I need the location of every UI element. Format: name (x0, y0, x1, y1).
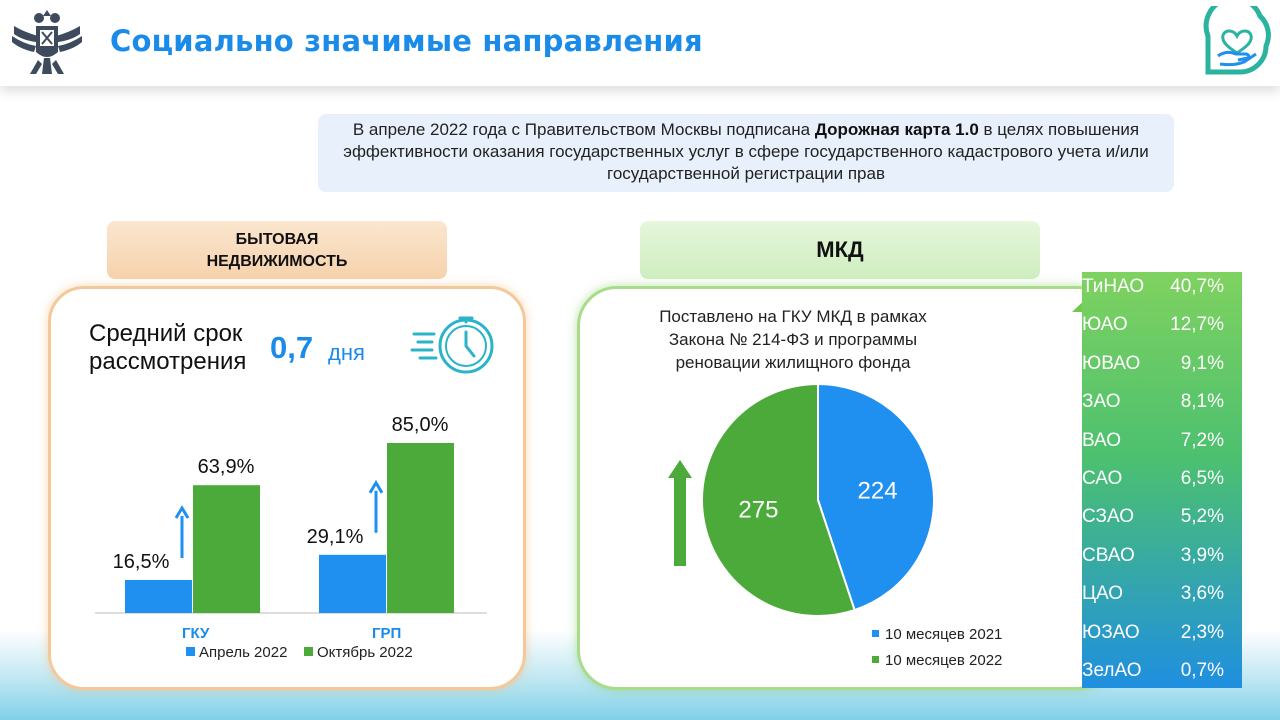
bar-legend-item: Апрель 2022 (186, 644, 287, 661)
district-value: 6,5% (1180, 468, 1224, 489)
district-name: ВАО (1082, 429, 1122, 451)
info-text-start: В апреле 2022 года с Правительством Моск… (352, 120, 815, 139)
district-ranking-arrow (1072, 272, 1242, 688)
district-value: 7,2% (1180, 429, 1224, 451)
district-value: 12,7% (1170, 314, 1224, 336)
term-value: 0,7 (270, 330, 314, 365)
pie-legend: 10 месяцев 2021 10 месяцев 2022 (872, 622, 1002, 674)
term-label-line1: Средний срок (89, 320, 243, 347)
legend-swatch (304, 647, 313, 656)
pie-legend-item: 10 месяцев 2022 (872, 648, 1002, 674)
heart-hand-icon (1203, 6, 1271, 75)
district-value: 2,3% (1180, 621, 1224, 643)
eagle-emblem-icon (12, 10, 82, 74)
district-name: ЮАО (1082, 314, 1128, 336)
district-name: СВАО (1082, 544, 1135, 566)
term-unit: дня (328, 340, 365, 365)
district-name: ЮВАО (1082, 352, 1141, 374)
info-box: В апреле 2022 года с Правительством Моск… (318, 114, 1174, 192)
district-name: ЗелАО (1082, 660, 1142, 681)
pie-title-line1: Поставлено на ГКУ МКД в рамках (659, 307, 927, 326)
district-name: ТиНАО (1082, 276, 1145, 297)
category-household: БЫТОВАЯ НЕДВИЖИМОСТЬ (107, 221, 447, 279)
pie-legend-label: 10 месяцев 2022 (885, 652, 1003, 669)
bar-category-label: ГРП (372, 625, 402, 642)
category-household-line1: БЫТОВАЯ (235, 231, 319, 248)
bar-legend-label: Октябрь 2022 (317, 644, 413, 661)
bar-legend-item: Октябрь 2022 (304, 644, 413, 661)
district-value: 3,9% (1180, 544, 1224, 566)
district-value: 0,7% (1180, 660, 1224, 681)
district-value: 3,6% (1180, 583, 1224, 605)
pie-legend-item: 10 месяцев 2021 (872, 622, 1002, 648)
info-text-end: в целях повышения эффективности оказания… (343, 120, 1149, 183)
info-text-bold: Дорожная карта 1.0 (814, 120, 979, 139)
bar-category-label: ГКУ (182, 625, 210, 642)
term-label: Средний срок рассмотрения (89, 320, 246, 376)
page-title: Социально значимые направления (110, 24, 703, 58)
category-household-line2: НЕДВИЖИМОСТЬ (206, 253, 348, 270)
district-name: ЗАО (1082, 391, 1121, 413)
pie-legend-label: 10 месяцев 2021 (885, 626, 1003, 643)
district-name: ЦАО (1082, 583, 1124, 605)
header: Социально значимые направления (0, 0, 1280, 86)
district-name: САО (1082, 468, 1123, 489)
district-value: 8,1% (1180, 391, 1224, 413)
fast-clock-icon (410, 316, 494, 374)
legend-swatch (186, 647, 195, 656)
district-name: ЮЗАО (1082, 621, 1140, 643)
term-label-line2: рассмотрения (89, 348, 247, 375)
category-mkd: МКД (640, 221, 1040, 279)
district-value: 9,1% (1180, 352, 1224, 374)
bar-legend-label: Апрель 2022 (199, 644, 288, 661)
district-value: 40,7% (1170, 276, 1224, 297)
pie-title-line2: Закона № 214-ФЗ и программы (668, 330, 918, 349)
pie-title-line3: реновации жилищного фонда (675, 353, 911, 372)
legend-swatch (872, 630, 879, 637)
district-name: СЗАО (1082, 506, 1135, 528)
legend-swatch (872, 656, 879, 663)
district-value: 5,2% (1180, 506, 1224, 528)
pie-title: Поставлено на ГКУ МКД в рамках Закона № … (618, 305, 968, 374)
